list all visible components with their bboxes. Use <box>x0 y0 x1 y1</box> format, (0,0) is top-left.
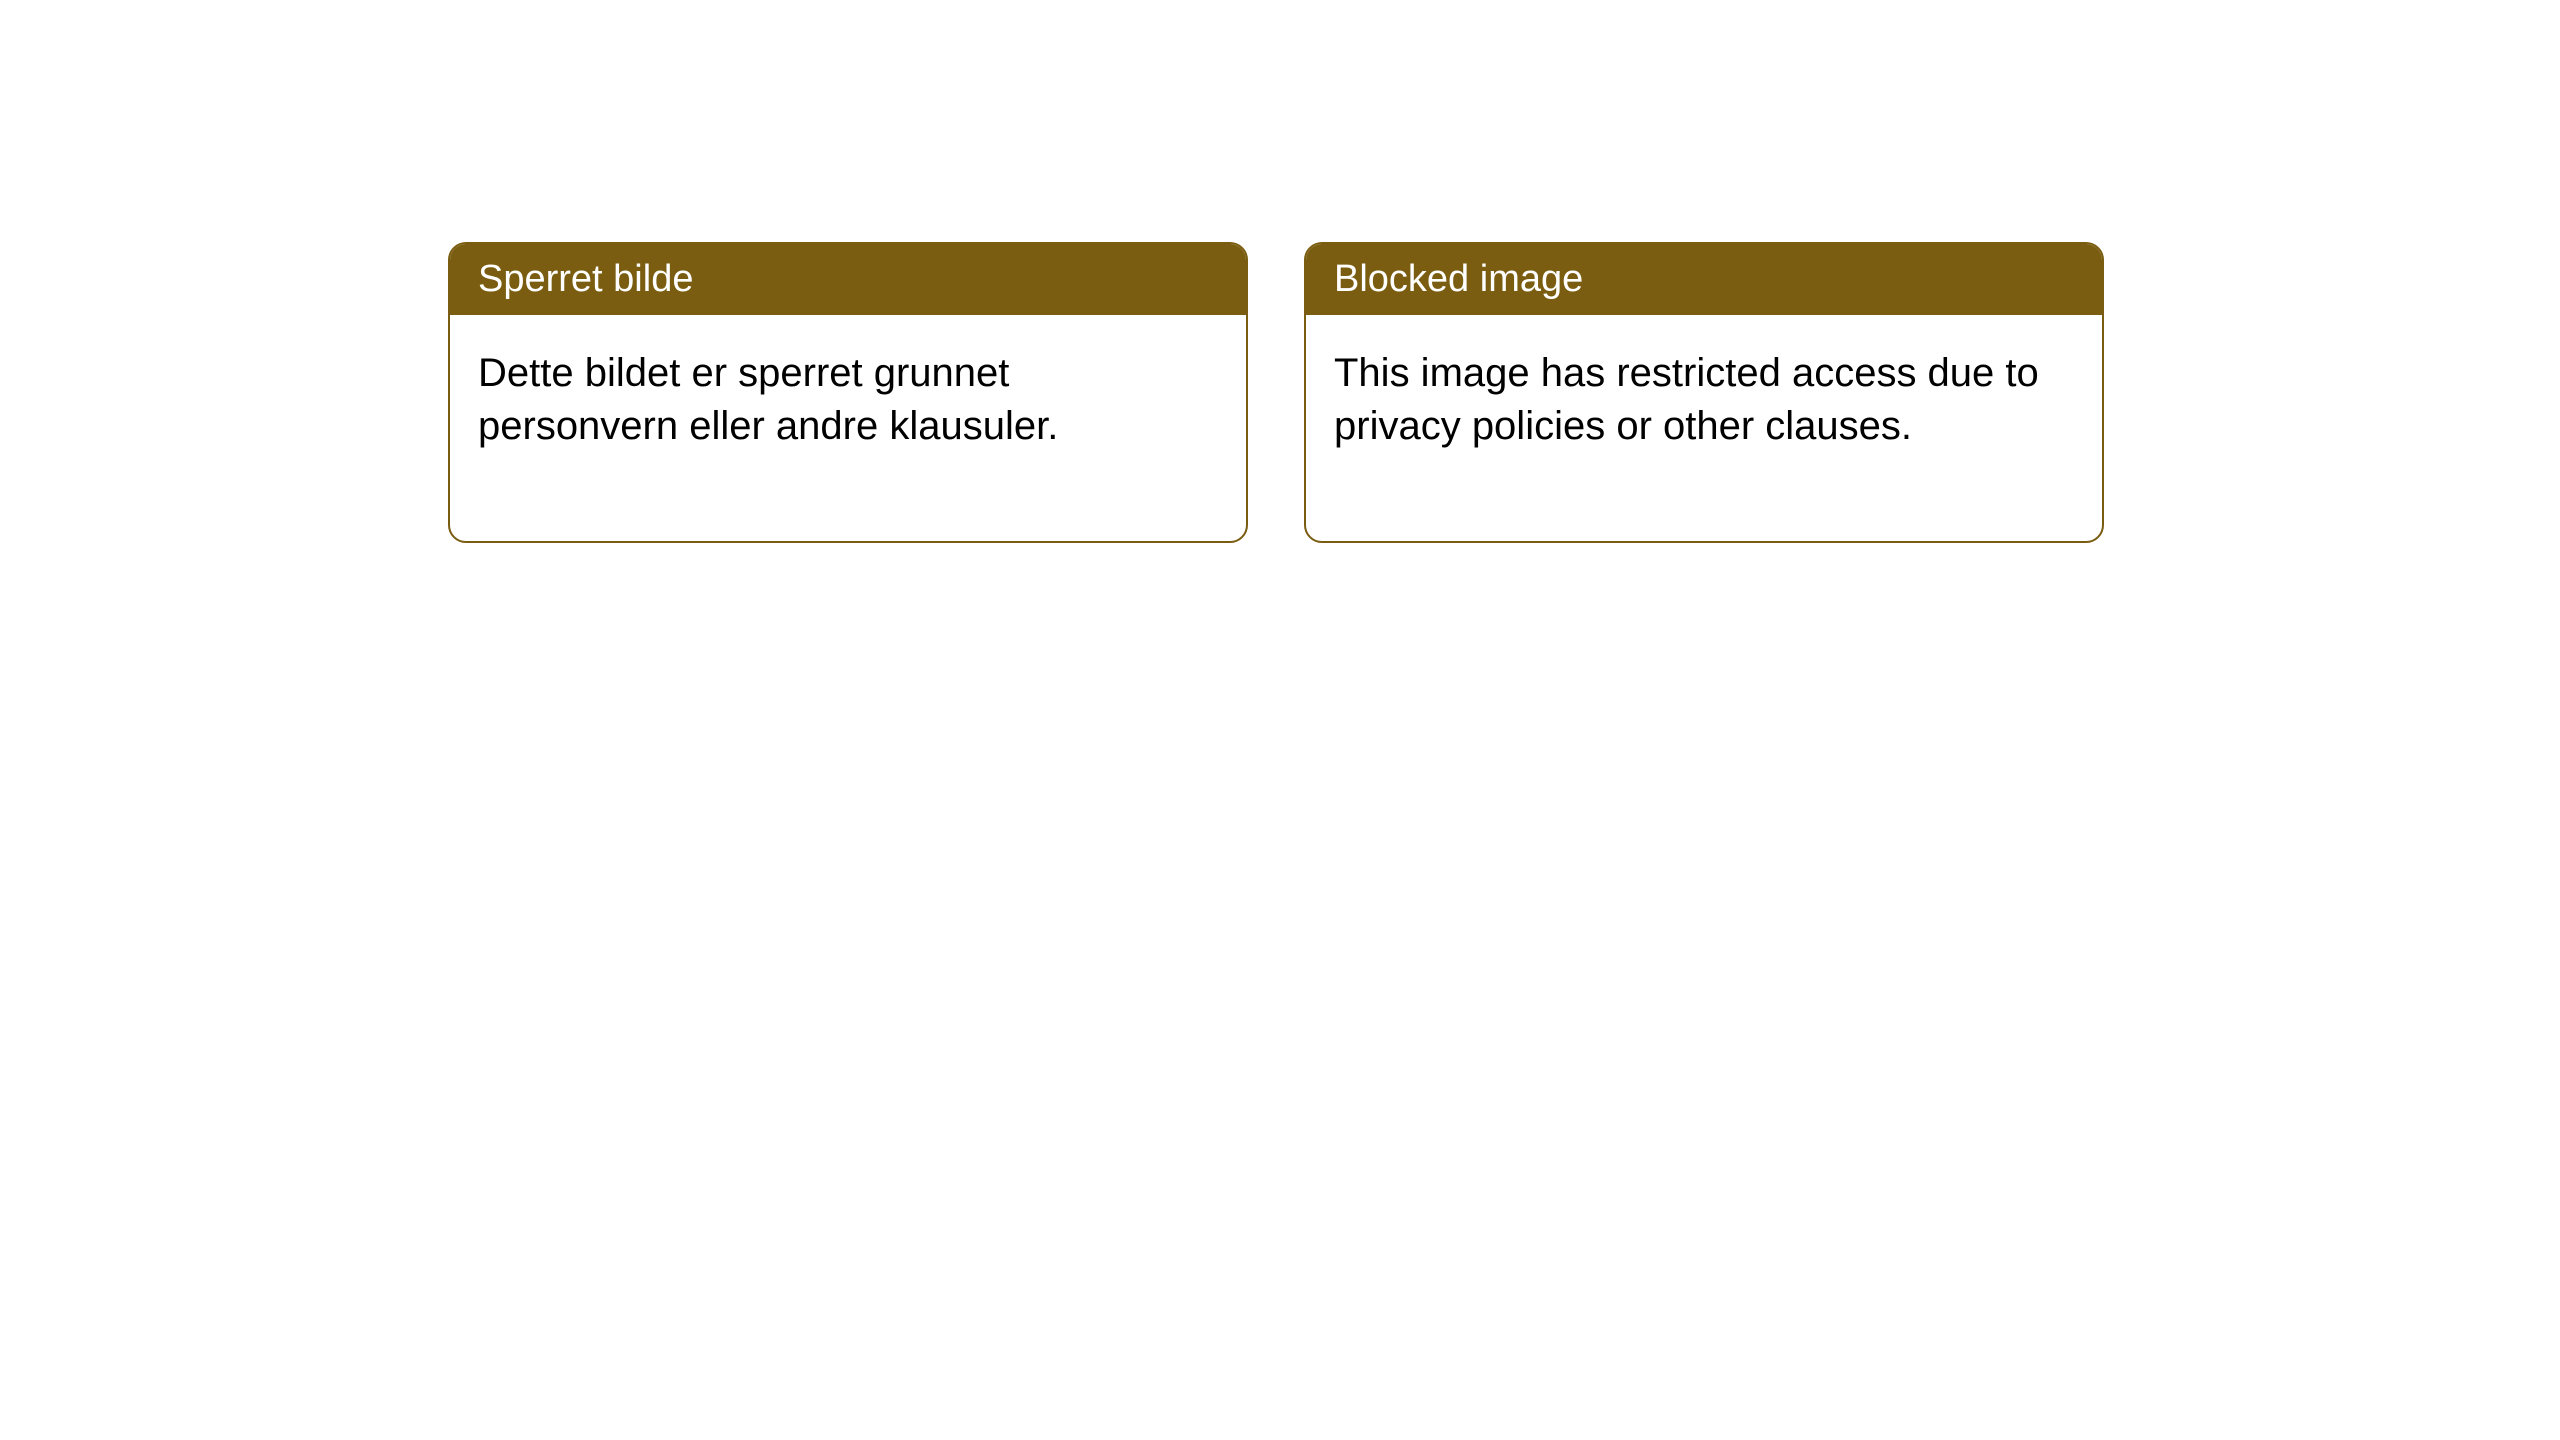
notice-card-body: This image has restricted access due to … <box>1306 315 2102 541</box>
notice-card-norwegian: Sperret bilde Dette bildet er sperret gr… <box>448 242 1248 543</box>
notice-card-english: Blocked image This image has restricted … <box>1304 242 2104 543</box>
notice-card-body: Dette bildet er sperret grunnet personve… <box>450 315 1246 541</box>
notice-card-title: Sperret bilde <box>450 244 1246 315</box>
notice-cards-container: Sperret bilde Dette bildet er sperret gr… <box>448 242 2104 543</box>
notice-card-title: Blocked image <box>1306 244 2102 315</box>
